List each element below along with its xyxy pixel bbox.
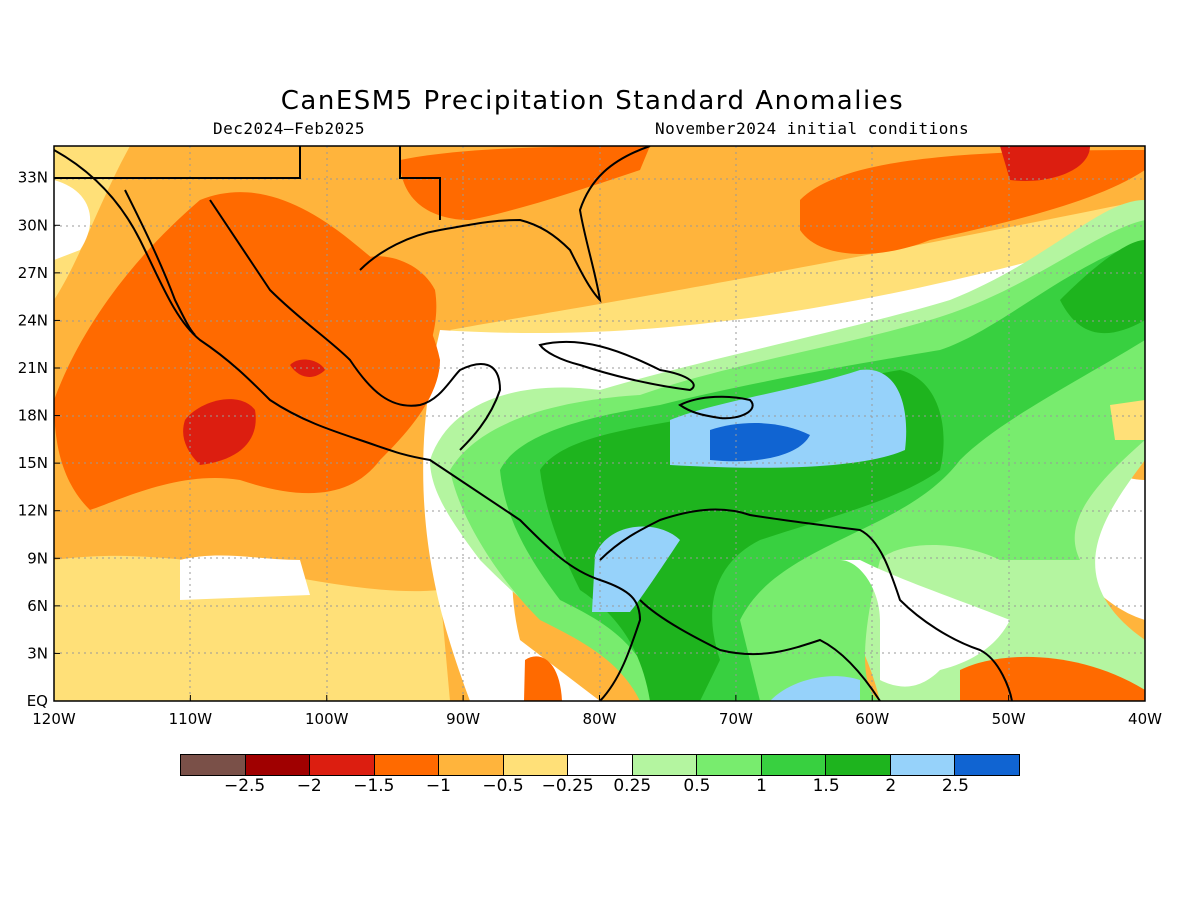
lon-tick-label: 60W bbox=[855, 710, 889, 728]
legend-swatch bbox=[826, 755, 891, 775]
legend-swatch bbox=[568, 755, 633, 775]
initial-conditions: November2024 initial conditions bbox=[655, 119, 970, 138]
forecast-period: Dec2024–Feb2025 bbox=[213, 119, 365, 138]
lon-tick-label: 100W bbox=[305, 710, 349, 728]
legend-label: −1 bbox=[425, 776, 451, 796]
legend-label: −0.5 bbox=[482, 776, 524, 796]
anomaly-region bbox=[54, 180, 91, 260]
legend-label: 0.25 bbox=[613, 776, 652, 796]
lat-tick-label: 21N bbox=[18, 359, 48, 377]
anomaly-region bbox=[1110, 400, 1145, 440]
anomaly-region bbox=[840, 560, 1010, 687]
anomaly-region bbox=[54, 555, 450, 701]
lon-tick-label: 50W bbox=[992, 710, 1026, 728]
legend-swatch bbox=[761, 755, 827, 775]
legend-swatch bbox=[503, 755, 569, 775]
legend-label: 2.5 bbox=[941, 776, 969, 796]
legend-swatch bbox=[310, 755, 375, 775]
legend-swatch bbox=[890, 755, 956, 775]
lat-tick-label: 12N bbox=[18, 502, 48, 520]
anomaly-region bbox=[770, 676, 860, 701]
coastlines bbox=[54, 146, 1013, 701]
legend-label: −2 bbox=[296, 776, 322, 796]
legend-swatch bbox=[374, 755, 440, 775]
anomaly-region bbox=[1000, 146, 1090, 181]
legend-swatch bbox=[181, 755, 246, 775]
anomaly-region bbox=[54, 192, 440, 510]
anomaly-region bbox=[358, 256, 437, 370]
legend-label: −2.5 bbox=[223, 776, 266, 796]
legend-label: 0.5 bbox=[683, 776, 711, 796]
lon-tick-label: 90W bbox=[446, 710, 480, 728]
lat-tick-label: 9N bbox=[27, 549, 48, 567]
lon-tick-label: 120W bbox=[32, 710, 76, 728]
legend-swatch bbox=[632, 755, 698, 775]
lat-tick-label: EQ bbox=[27, 692, 48, 710]
legend-label: −1.5 bbox=[353, 776, 395, 796]
color-scale-legend bbox=[180, 754, 1020, 776]
lon-tick-label: 40W bbox=[1128, 710, 1162, 728]
lat-tick-label: 6N bbox=[27, 597, 48, 615]
legend-swatch bbox=[697, 755, 762, 775]
anomaly-region bbox=[183, 399, 256, 465]
anomaly-region bbox=[960, 656, 1145, 701]
lon-tick-label: 110W bbox=[169, 710, 213, 728]
latitude-labels: EQ 3N 6N 9N 12N 15N 18N 21N 24N 27N 30N 33N bbox=[18, 169, 60, 710]
anomaly-region bbox=[524, 656, 562, 701]
map-title: CanESM5 Precipitation Standard Anomalies bbox=[280, 86, 905, 116]
legend-label: 2 bbox=[885, 776, 897, 796]
legend-tick-labels: −2.5 −2 −1.5 −1 −0.5 −0.25 0.25 0.5 1 1.5 2 2.5 bbox=[180, 776, 1020, 800]
anomaly-region bbox=[1060, 240, 1145, 334]
anomaly-region bbox=[180, 555, 310, 600]
lat-tick-label: 30N bbox=[18, 216, 48, 234]
anomaly-region bbox=[710, 423, 810, 462]
lat-tick-label: 15N bbox=[18, 454, 48, 472]
legend-swatch bbox=[245, 755, 311, 775]
lon-tick-label: 80W bbox=[583, 710, 617, 728]
lon-tick-label: 70W bbox=[719, 710, 753, 728]
legend-label: 1 bbox=[756, 776, 767, 796]
legend-swatch bbox=[439, 755, 504, 775]
legend-swatch bbox=[955, 755, 1019, 775]
legend-label: 1.5 bbox=[812, 776, 840, 796]
anomaly-region bbox=[54, 146, 130, 300]
lat-tick-label: 24N bbox=[18, 311, 48, 329]
longitude-labels: 120W 110W 100W 90W 80W 70W 60W 50W 40W bbox=[32, 695, 1162, 728]
lat-tick-label: 33N bbox=[18, 169, 48, 187]
lat-tick-label: 27N bbox=[18, 264, 48, 282]
lat-tick-label: 18N bbox=[18, 407, 48, 425]
lat-tick-label: 3N bbox=[27, 644, 48, 662]
legend-label: −0.25 bbox=[541, 776, 594, 796]
